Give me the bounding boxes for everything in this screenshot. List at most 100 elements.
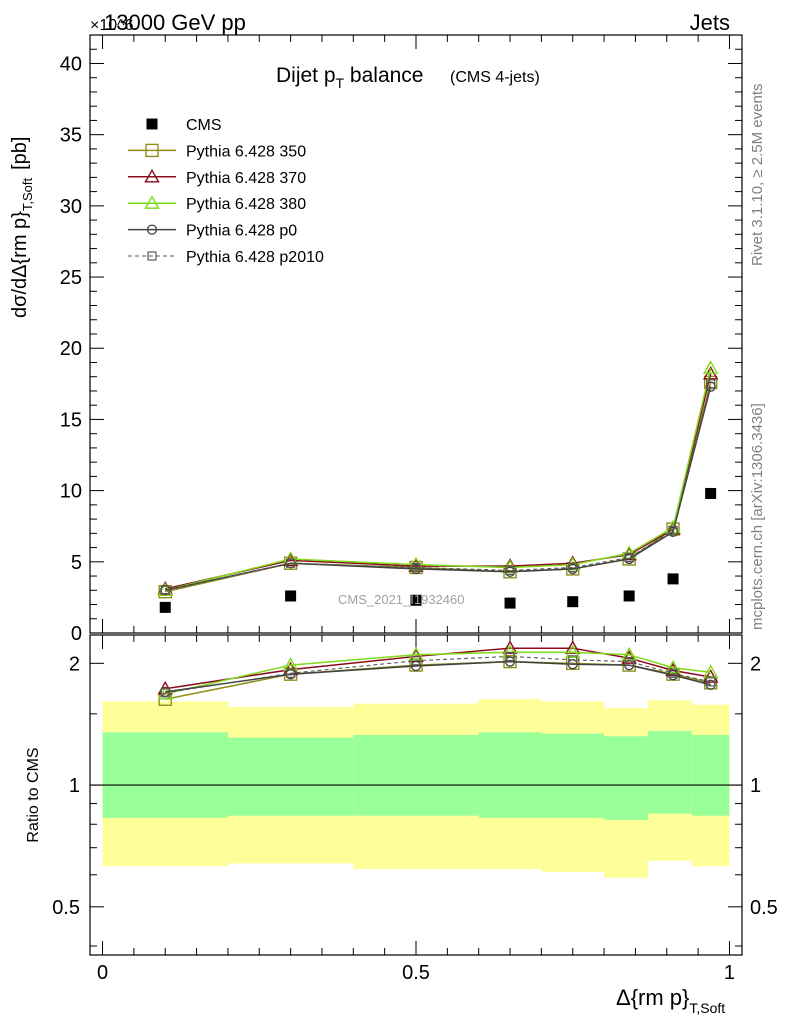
cms-data-point	[504, 597, 516, 609]
legend-label: Pythia 6.428 p0	[186, 223, 297, 240]
ratio-band-inner	[604, 736, 648, 820]
ratio-series-point-2	[565, 644, 581, 658]
main-title-note: (CMS 4-jets)	[450, 69, 540, 86]
cms-data-point	[410, 594, 422, 606]
cms-data-point	[667, 573, 679, 585]
main-series-line-4	[165, 383, 712, 591]
ratio-band-inner	[102, 732, 228, 818]
main-y-tick-label: 10	[60, 481, 82, 503]
legend-label: Pythia 6.428 p2010	[186, 249, 324, 266]
ratio-series-point-3	[504, 656, 516, 667]
ratio-series-point-4	[286, 668, 296, 678]
main-series-line-1	[165, 373, 712, 590]
main-y-tick-label: 15	[60, 409, 82, 431]
main-y-tick-label: 35	[60, 125, 82, 147]
main-series-point-2	[702, 360, 719, 374]
side-label-mcplots: mcplots.cern.ch [arXiv:1306.3436]	[749, 403, 766, 630]
x-axis-label: Δ{rm p}T,Soft	[616, 985, 725, 1016]
legend-marker	[145, 143, 159, 158]
main-plot-area: 0 5 10 15 20 25 30 35 40	[60, 34, 742, 645]
x-tick-label: 0.5	[402, 962, 430, 984]
ratio-band-inner	[541, 733, 605, 818]
collision-label: 13000 GeV pp	[104, 10, 246, 35]
ratio-band-inner	[353, 734, 479, 816]
legend-label: Pythia 6.428 350	[186, 143, 306, 160]
ratio-y-tick-label-right: 1	[750, 775, 761, 797]
ratio-series-line-3	[165, 660, 711, 693]
x-tick-label: 1	[724, 962, 735, 984]
main-y-tick-label: 0	[71, 623, 82, 645]
legend-marker	[147, 251, 157, 261]
cms-data-point	[623, 590, 635, 602]
main-y-label: dσ/dΔ{rm p}T,Soft[pb]	[9, 137, 35, 318]
legend-label: Pythia 6.428 370	[186, 170, 306, 187]
main-series-point-4	[160, 585, 170, 595]
main-y-tick-label: 40	[60, 53, 82, 75]
main-title: Dijet pT balance	[276, 64, 424, 91]
main-series-point-4	[668, 525, 678, 536]
legend-label: CMS	[186, 117, 222, 134]
ratio-series-point-4	[706, 677, 716, 687]
ratio-series-point-4	[160, 688, 170, 698]
legend-marker	[146, 224, 158, 235]
exponent-label: ×10^6	[90, 17, 134, 34]
ratio-series-point-4	[411, 656, 421, 666]
ratio-plot-area: 0.5 0.5 1 1 2 2 0 0.5 1	[52, 635, 778, 984]
legend-marker	[146, 118, 158, 130]
ratio-y-tick-label: 0.5	[52, 897, 80, 919]
ratio-band-inner	[647, 731, 692, 814]
cms-data-point	[705, 487, 717, 499]
ratio-band-inner	[227, 737, 354, 816]
ratio-y-tick-label-right: 2	[750, 653, 761, 675]
cms-data-point	[567, 596, 579, 608]
cms-data-point	[285, 590, 297, 602]
legend-marker	[144, 168, 160, 183]
main-y-tick-label: 20	[60, 338, 82, 360]
ratio-series-point-1	[565, 640, 581, 654]
main-series-point-4	[706, 379, 716, 389]
ratio-series-line-4	[165, 655, 711, 694]
ratio-series-line-1	[165, 647, 711, 690]
ratio-series-point-1	[502, 640, 518, 654]
main-title-sub: T	[336, 75, 345, 91]
ratio-series-point-4	[568, 655, 578, 665]
ratio-series-point-1	[702, 669, 719, 683]
ratio-series-point-4	[668, 668, 678, 678]
main-series-point-4	[411, 562, 421, 573]
ratio-band-inner	[478, 732, 542, 818]
analysis-id: CMS_2021_I1932460	[338, 592, 465, 607]
main-series-point-4	[568, 562, 578, 573]
main-series-line-3	[165, 386, 712, 592]
category-label: Jets	[690, 10, 730, 35]
main-y-tick-label: 5	[71, 552, 82, 574]
main-series-point-4	[624, 552, 634, 563]
legend-marker	[144, 195, 160, 209]
ratio-series-point-4	[505, 651, 515, 662]
side-label-rivet: Rivet 3.1.10, ≥ 2.5M events	[749, 84, 766, 267]
legend: CMS Pythia 6.428 350 Pythia 6.428 370 Pythi…	[128, 117, 324, 266]
ratio-band-inner	[691, 734, 730, 816]
main-y-label-sub: T,Soft	[20, 178, 35, 212]
main-y-tick-label: 30	[60, 196, 82, 218]
ratio-y-tick-label: 1	[69, 775, 80, 797]
ratio-y-tick-label: 2	[69, 653, 80, 675]
x-tick-label: 0	[97, 962, 108, 984]
ratio-y-tick-label-right: 0.5	[750, 897, 778, 919]
ratio-series-point-3	[410, 660, 422, 672]
ratio-y-label: Ratio to CMS	[25, 747, 42, 842]
x-axis-label-sub: T,Soft	[689, 1000, 725, 1016]
main-series-point-4	[505, 565, 515, 575]
main-y-label-unit: [pb]	[9, 137, 31, 170]
ratio-series-point-2	[408, 646, 424, 661]
cms-data-point	[159, 601, 171, 613]
ratio-series-point-2	[621, 646, 637, 661]
ratio-series-point-4	[624, 656, 634, 667]
main-title-rest: balance	[344, 64, 423, 87]
main-series-line-2	[165, 367, 712, 592]
main-y-tick-label: 25	[60, 267, 82, 289]
legend-label: Pythia 6.428 380	[186, 196, 306, 213]
ratio-plot-frame	[89, 634, 743, 956]
ratio-series-line-2	[165, 651, 711, 695]
ratio-series-point-2	[157, 686, 173, 700]
